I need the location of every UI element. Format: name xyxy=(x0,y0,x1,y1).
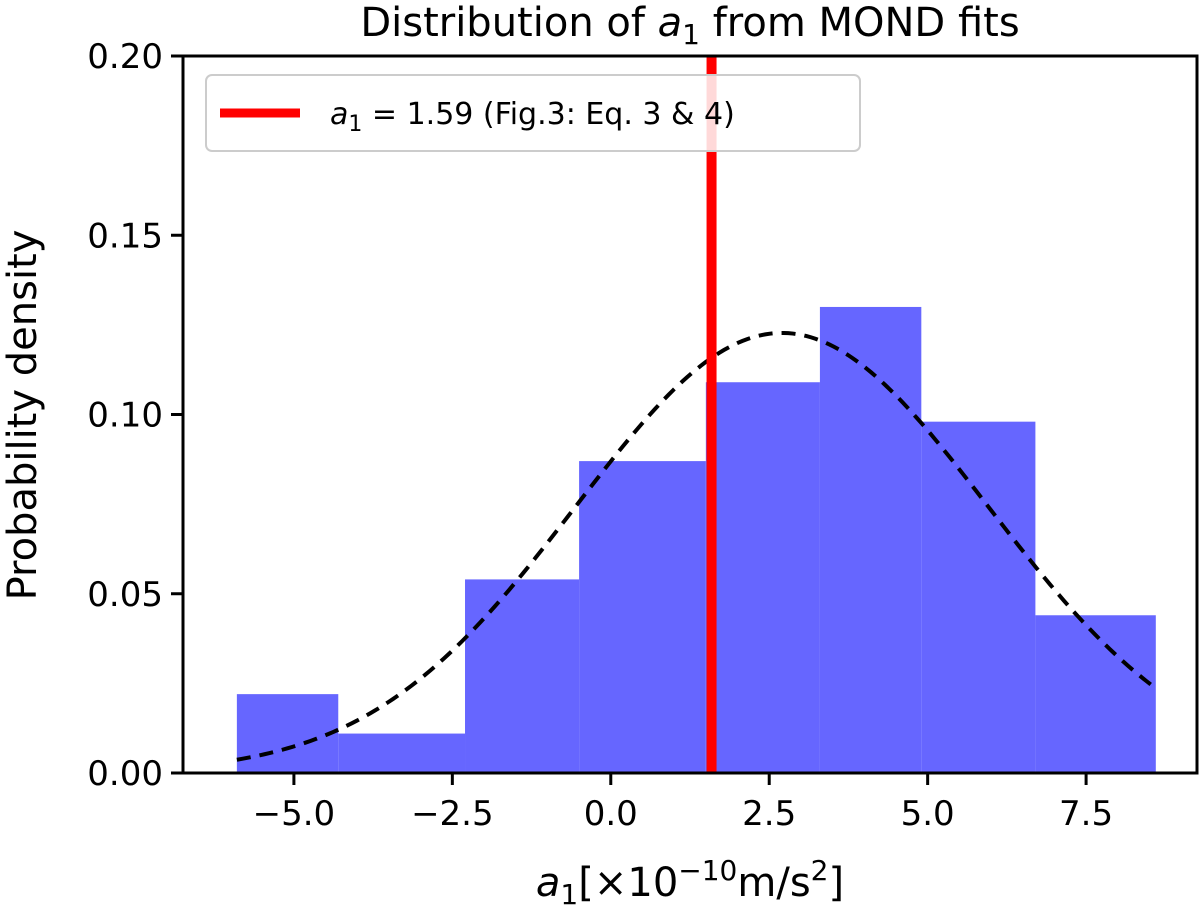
x-tick-label: 2.5 xyxy=(742,794,796,834)
gaussian-fit-curve xyxy=(236,330,1158,762)
x-tick-label: 0.0 xyxy=(584,794,638,834)
x-tick-label: −2.5 xyxy=(411,794,494,834)
legend-label: a1 = 1.59 (Fig.3: Eq. 3 & 4) xyxy=(330,97,735,137)
x-tick-label: 7.5 xyxy=(1059,794,1113,834)
histogram-bar xyxy=(338,733,466,773)
histogram-bar xyxy=(579,461,706,773)
x-tick-label: 5.0 xyxy=(901,794,955,834)
histogram-bars xyxy=(236,306,1156,773)
x-axis-label: a1[×10−10m/s2] xyxy=(536,854,844,906)
y-axis-ticks: 0.00 0.05 0.10 0.15 0.20 xyxy=(87,37,183,794)
y-tick-label: 0.20 xyxy=(87,37,163,77)
histogram-bar xyxy=(921,421,1036,773)
histogram-bar xyxy=(236,694,339,773)
chart-title: Distribution of a1 from MOND fits xyxy=(360,0,1019,51)
y-axis-label: Probability density xyxy=(0,230,46,601)
histogram-bar xyxy=(1035,615,1156,773)
y-tick-label: 0.10 xyxy=(87,396,163,436)
legend: a1 = 1.59 (Fig.3: Eq. 3 & 4) xyxy=(205,74,861,152)
legend-box xyxy=(205,74,861,152)
histogram-bar xyxy=(465,579,580,773)
x-tick-label: −5.0 xyxy=(253,794,336,834)
histogram-bar xyxy=(819,306,922,773)
y-tick-label: 0.05 xyxy=(87,575,163,615)
x-axis-ticks: −5.0 −2.5 0.0 2.5 5.0 7.5 xyxy=(253,773,1113,834)
y-tick-label: 0.15 xyxy=(87,216,163,256)
y-tick-label: 0.00 xyxy=(87,754,163,794)
histogram-bar xyxy=(705,382,820,773)
